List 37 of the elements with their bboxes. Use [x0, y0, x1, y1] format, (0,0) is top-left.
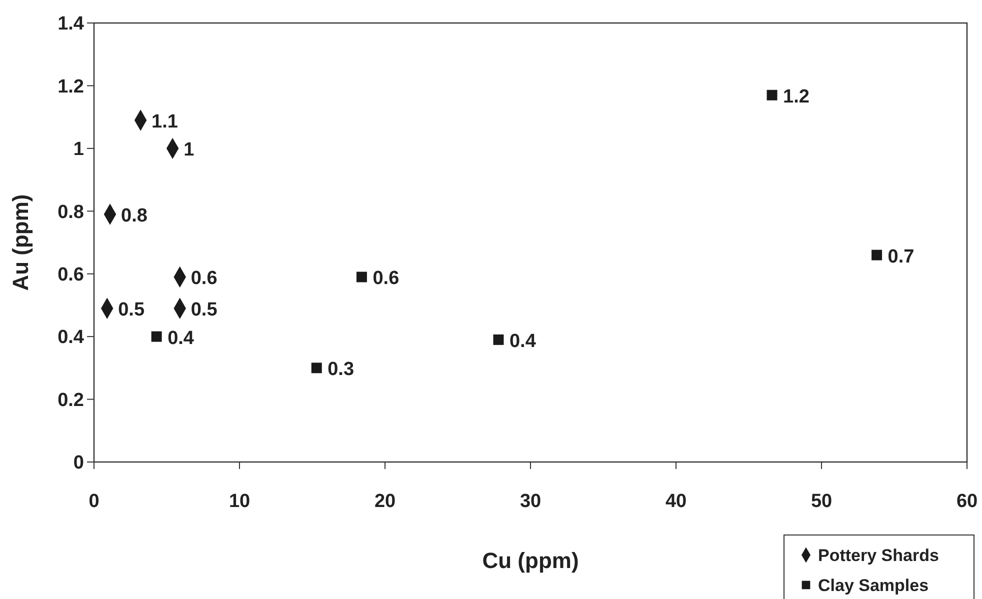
- data-label: 0.4: [168, 328, 194, 349]
- y-tick-label: 0.6: [58, 264, 84, 286]
- point: [766, 90, 778, 100]
- point: [493, 334, 504, 345]
- x-tick-label: 60: [956, 491, 978, 512]
- data-label: 0.3: [328, 359, 354, 380]
- data-label: 0.7: [888, 246, 914, 268]
- x-axis-title: Cu (ppm): [482, 548, 579, 573]
- data-label: 0.8: [121, 206, 148, 226]
- point: [151, 331, 162, 342]
- y-axis-title: Au (ppm): [8, 194, 33, 291]
- data-label: 0.6: [190, 268, 218, 290]
- x-tick-label: 10: [228, 491, 250, 512]
- y-tick-label: 1.2: [58, 76, 84, 98]
- data-label: 0.5: [118, 300, 145, 321]
- y-tick-label: 0.8: [58, 202, 84, 223]
- legend-label: Clay Samples: [818, 576, 929, 596]
- x-tick-label: 40: [665, 491, 687, 512]
- point: [356, 272, 367, 282]
- y-tick-label: 1.4: [58, 14, 84, 35]
- x-tick-label: 0: [88, 491, 100, 512]
- data-label: 0.4: [509, 330, 536, 352]
- data-label: 0.5: [190, 300, 218, 321]
- y-tick-label: 0.2: [58, 390, 84, 411]
- data-label: 1: [184, 140, 195, 161]
- y-tick-label: 0.4: [58, 327, 84, 348]
- y-tick-label: 0: [73, 452, 84, 474]
- data-label: 1.2: [783, 86, 810, 108]
- x-tick-label: 30: [520, 491, 542, 512]
- point: [872, 250, 882, 260]
- data-label: 1.1: [152, 111, 178, 132]
- data-label: 0.6: [372, 268, 400, 290]
- y-tick-label: 1: [73, 139, 84, 160]
- point: [311, 362, 322, 374]
- x-tick-label: 20: [374, 491, 396, 512]
- x-tick-label: 50: [810, 491, 832, 512]
- legend-label: Pottery Shards: [818, 546, 939, 566]
